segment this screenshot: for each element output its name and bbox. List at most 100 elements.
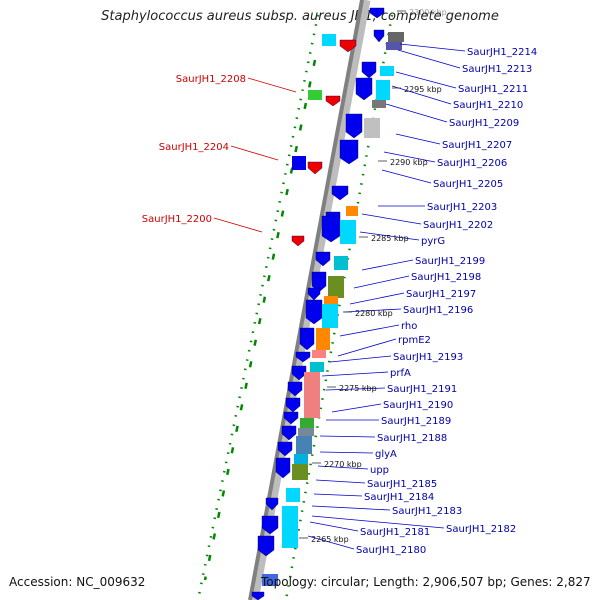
feature-block-43[interactable] [298,428,314,436]
tick-label-7: 2265 kbp [311,535,349,544]
tick-label-0: 2300 kbp [409,8,447,17]
feature-block-7[interactable] [380,66,394,76]
feature-block-22[interactable] [340,220,356,244]
feature-block-14[interactable] [364,118,380,138]
gene-label-right-10[interactable]: pyrG [421,236,445,247]
leader-right-25 [315,479,366,484]
feature-block-50[interactable] [286,488,300,502]
gene-label-right-4[interactable]: SaurJH1_2209 [449,118,519,129]
feature-block-40[interactable] [285,397,301,413]
gene-label-right-5[interactable]: SaurJH1_2207 [442,140,512,151]
gene-label-right-17[interactable]: SaurJH1_2193 [393,352,463,363]
feature-block-4[interactable] [322,34,336,46]
leader-right-1 [397,49,461,69]
feature-block-34[interactable] [312,350,326,358]
gene-label-left-0[interactable]: SaurJH1_2208 [176,74,246,85]
leader-right-3 [391,85,452,105]
feature-block-37[interactable] [291,365,307,381]
gene-label-right-7[interactable]: SaurJH1_2205 [433,179,503,190]
gene-label-right-15[interactable]: rho [401,321,417,332]
feature-block-51[interactable] [282,506,298,548]
gene-label-left-1[interactable]: SaurJH1_2204 [159,142,229,153]
feature-block-54[interactable] [257,535,275,557]
gene-label-right-16[interactable]: rpmE2 [398,335,431,346]
feature-block-2[interactable] [386,42,402,50]
leader-right-13 [349,292,405,305]
feature-block-23[interactable] [291,235,305,247]
feature-block-42[interactable] [300,418,314,428]
feature-block-10[interactable] [372,100,386,108]
gene-label-right-24[interactable]: upp [370,465,389,476]
feature-block-35[interactable] [295,351,311,363]
feature-block-31[interactable] [322,304,338,328]
feature-block-19[interactable] [346,206,358,216]
gene-label-right-6[interactable]: SaurJH1_2206 [437,158,507,169]
gene-label-right-0[interactable]: SaurJH1_2214 [467,47,537,58]
gene-label-right-2[interactable]: SaurJH1_2211 [458,84,528,95]
gene-label-right-30[interactable]: SaurJH1_2180 [356,545,426,556]
feature-block-21[interactable] [321,215,341,243]
gene-label-right-23[interactable]: glyA [375,449,397,460]
feature-block-1[interactable] [388,32,404,42]
feature-block-9[interactable] [376,80,390,100]
feature-block-53[interactable] [261,515,279,535]
feature-block-29[interactable] [307,287,321,301]
feature-block-49[interactable] [292,464,308,480]
gene-label-right-20[interactable]: SaurJH1_2190 [383,400,453,411]
feature-block-24[interactable] [315,251,331,267]
feature-block-47[interactable] [275,457,291,479]
gene-label-right-25[interactable]: SaurJH1_2185 [367,479,437,490]
feature-block-25[interactable] [334,256,348,270]
feature-block-33[interactable] [299,327,315,351]
feature-block-16[interactable] [292,156,306,170]
feature-block-26[interactable] [311,271,327,293]
feature-block-3[interactable] [373,29,385,43]
gene-label-right-18[interactable]: prfA [390,368,411,379]
feature-block-27[interactable] [328,276,344,298]
gene-label-right-22[interactable]: SaurJH1_2188 [377,433,447,444]
feature-block-45[interactable] [281,425,297,441]
gene-label-left-2[interactable]: SaurJH1_2200 [142,214,212,225]
feature-block-5[interactable] [339,39,357,53]
gc-dots-inner [196,14,320,600]
feature-block-30[interactable] [305,299,323,325]
feature-block-38[interactable] [304,372,320,418]
feature-block-13[interactable] [345,113,363,139]
gene-label-right-29[interactable]: SaurJH1_2181 [360,527,430,538]
feature-block-17[interactable] [307,161,323,175]
feature-block-12[interactable] [325,95,341,107]
gene-label-right-1[interactable]: SaurJH1_2213 [462,64,532,75]
gene-label-right-13[interactable]: SaurJH1_2197 [406,289,476,300]
feature-block-28[interactable] [324,296,338,304]
gene-label-right-3[interactable]: SaurJH1_2210 [453,100,523,111]
feature-block-6[interactable] [361,61,377,79]
feature-block-46[interactable] [277,441,293,457]
feature-block-48[interactable] [294,454,308,464]
gene-label-right-8[interactable]: SaurJH1_2203 [427,202,497,213]
leader-right-27 [311,505,391,511]
gene-label-right-9[interactable]: SaurJH1_2202 [423,220,493,231]
feature-block-11[interactable] [308,90,322,100]
feature-block-44[interactable] [296,436,312,454]
feature-block-18[interactable] [331,185,349,201]
gene-label-right-11[interactable]: SaurJH1_2199 [415,256,485,267]
feature-block-0[interactable] [369,7,385,19]
gene-label-right-21[interactable]: SaurJH1_2189 [381,416,451,427]
feature-block-55[interactable] [262,574,278,586]
feature-block-41[interactable] [283,411,299,425]
feature-block-52[interactable] [265,497,279,511]
gene-label-right-14[interactable]: SaurJH1_2196 [403,305,473,316]
feature-block-36[interactable] [310,362,324,372]
gene-label-right-28[interactable]: SaurJH1_2182 [446,524,516,535]
feature-block-15[interactable] [339,139,359,165]
tick-label-6: 2270 kbp [324,460,362,469]
gene-label-right-19[interactable]: SaurJH1_2191 [387,384,457,395]
feature-block-56[interactable] [251,591,265,600]
feature-block-32[interactable] [316,328,330,350]
leader-right-12 [353,275,410,289]
gene-label-right-12[interactable]: SaurJH1_2198 [411,272,481,283]
feature-block-8[interactable] [355,77,373,101]
gene-label-right-27[interactable]: SaurJH1_2183 [392,506,462,517]
gene-label-right-26[interactable]: SaurJH1_2184 [364,492,434,503]
feature-block-39[interactable] [287,381,303,397]
